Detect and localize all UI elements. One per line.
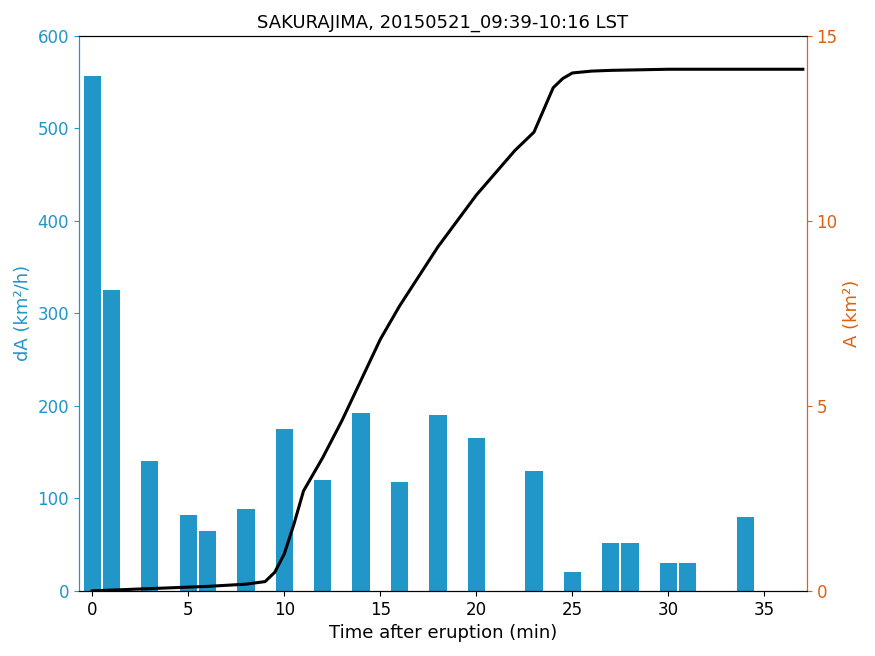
Bar bbox=[564, 572, 581, 591]
Bar bbox=[84, 75, 101, 591]
Bar bbox=[391, 482, 408, 591]
Bar bbox=[468, 438, 485, 591]
Title: SAKURAJIMA, 20150521_09:39-10:16 LST: SAKURAJIMA, 20150521_09:39-10:16 LST bbox=[257, 14, 628, 32]
Bar bbox=[314, 480, 332, 591]
Bar bbox=[276, 429, 293, 591]
Bar bbox=[602, 543, 620, 591]
Bar bbox=[102, 290, 120, 591]
Bar bbox=[430, 415, 446, 591]
Bar bbox=[525, 470, 542, 591]
Bar bbox=[199, 531, 216, 591]
X-axis label: Time after eruption (min): Time after eruption (min) bbox=[329, 624, 556, 642]
Bar bbox=[660, 563, 677, 591]
Bar bbox=[237, 510, 255, 591]
Bar bbox=[621, 543, 639, 591]
Bar bbox=[353, 413, 370, 591]
Y-axis label: A (km²): A (km²) bbox=[844, 279, 861, 347]
Bar bbox=[141, 461, 158, 591]
Bar bbox=[737, 517, 754, 591]
Bar bbox=[679, 563, 696, 591]
Bar bbox=[179, 515, 197, 591]
Y-axis label: dA (km²/h): dA (km²/h) bbox=[14, 265, 31, 361]
